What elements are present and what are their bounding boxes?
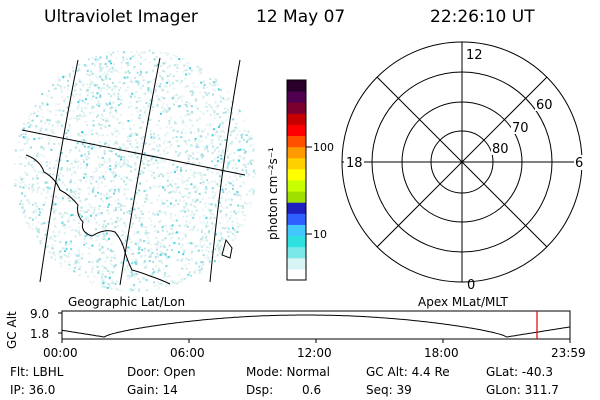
gc-alt-status: GC Alt: 4.4 Re [366,365,450,379]
sequence-status: Seq: 39 [366,383,412,397]
apex-label: Apex MLat/MLT [418,295,508,309]
filter-status: Flt: LBHL [10,365,64,379]
y-tick-label: 9.0 [30,307,50,321]
colorbar-cell [287,180,306,192]
colorbar-cell [287,113,306,125]
colorbar-cell [287,224,306,237]
x-tick-label: 12:00 [297,346,332,360]
geographic-label: Geographic Lat/Lon [68,295,186,309]
colorbar-cell [287,80,306,92]
glat-status: GLat: -40.3 [486,365,553,379]
colorbar-cell [287,102,306,114]
colorbar-cell [287,202,306,214]
colorbar-cell [287,146,306,159]
x-tick-label: 23:59 [551,346,586,360]
colorbar-cell [287,246,306,259]
clock-label-18: 18 [346,156,363,171]
lat-label-80: 80 [492,142,509,157]
dsp-label: Dsp: [246,383,274,397]
colorbar-tick-label: 10 [313,228,327,241]
lat-label-70: 70 [512,121,529,136]
gain-status: Gain: 14 [127,383,178,397]
observation-time: 22:26:10 UT [430,7,535,27]
clock-label-0: 0 [467,278,475,293]
colorbar-tick-label: 100 [313,141,334,154]
polar-diagonal [376,76,548,248]
altitude-curve [61,314,571,338]
parallel-line [21,129,246,176]
clock-label-6: 6 [575,156,583,171]
dsp-value: 0.6 [302,383,322,397]
colorbar-cell [287,235,306,248]
mode-status: Mode: Normal [246,365,330,379]
polar-dial [341,41,583,283]
x-tick-label: 00:00 [43,346,78,360]
meridian-line [209,59,241,283]
uv-emission-speckle [14,49,256,292]
y-tick-label: 1.8 [30,327,50,341]
instrument-title: Ultraviolet Imager [44,7,198,27]
clock-label-12: 12 [466,48,483,63]
colorbar-cell [287,268,306,281]
colorbar-cell [287,168,306,181]
y-axis-title: GC Alt [5,311,19,349]
colorbar-cell [287,257,306,270]
island-outline [221,238,233,259]
lat-label-60: 60 [536,98,553,113]
colorbar-cell [287,191,306,203]
meridian-line [39,59,79,283]
colorbar-cell [287,213,306,225]
colorbar-cell [287,135,306,148]
glon-status: GLon: 311.7 [486,383,559,397]
meridian-line [119,57,161,286]
auroral-image-panel [14,49,256,292]
x-tick-label: 18:00 [424,346,459,360]
colorbar-unit-label: photon cm⁻²s⁻¹ [266,147,280,240]
altitude-timeline [58,310,571,343]
door-status: Door: Open [127,365,196,379]
x-tick-label: 06:00 [170,346,205,360]
colorbar-cell [287,157,306,170]
colorbar: 100 10 photon cm⁻²s⁻¹ [266,79,334,281]
colorbar-cell [287,124,306,137]
colorbar-frame [286,79,307,281]
coastline [25,154,171,285]
ip-status: IP: 36.0 [10,383,56,397]
colorbar-cell [287,91,306,103]
observation-date: 12 May 07 [256,7,346,27]
